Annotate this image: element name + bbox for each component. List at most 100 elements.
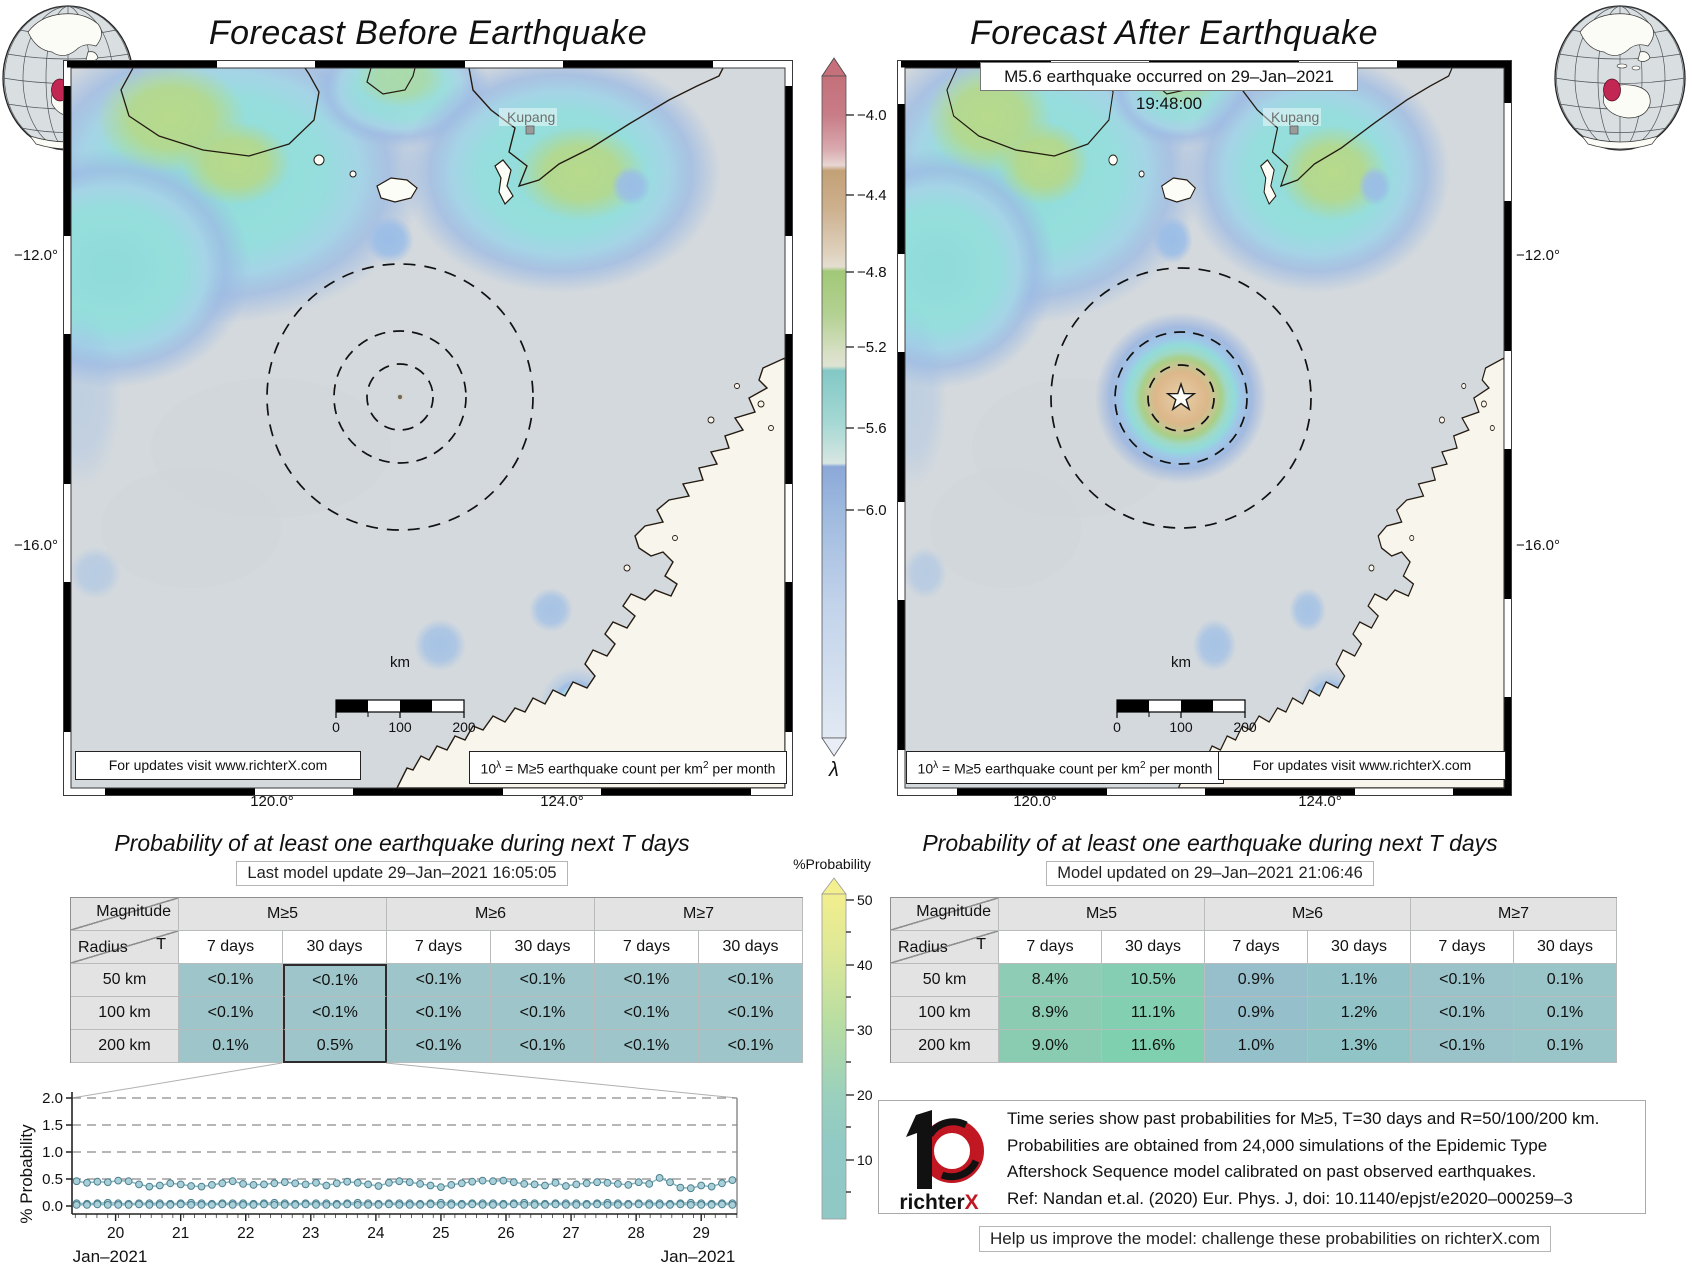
prob-cell: <0.1% [1411,997,1514,1030]
formula-mid: = M≥5 earthquake count per km [938,760,1140,777]
svg-text:21: 21 [172,1225,189,1242]
svg-text:0: 0 [1113,719,1121,735]
svg-text:200: 200 [1233,719,1257,735]
x-axis-month-left: Jan–2021 [73,1247,148,1266]
svg-text:30: 30 [857,1022,873,1038]
svg-text:Kupang: Kupang [507,109,555,125]
prob-colorbar: 50 40 30 20 10 [821,877,873,1220]
corner-radius-t: Radius T [891,931,999,964]
formula-note-right: 10λ = M≥5 earthquake count per km2 per m… [906,751,1224,784]
formula-base: 10 [480,760,497,777]
mag-group-header: M≥6 [1205,898,1411,931]
svg-text:100: 100 [388,719,412,735]
lat-label: −16.0° [1516,537,1560,554]
mag-group-header: M≥5 [179,898,387,931]
radius-row-label: 100 km [71,997,179,1030]
prob-cell: 8.9% [999,997,1102,1030]
prob-cell: 0.9% [1205,997,1308,1030]
svg-text:26: 26 [497,1225,514,1242]
timeseries-plot: % Probability Jan–2021 Jan–2021 0.0 0.5 1.… [17,1062,738,1266]
formula-lambda-sup: λ [933,760,939,771]
svg-text:25: 25 [432,1225,449,1242]
prob-cell: 10.5% [1102,964,1205,997]
lon-label: 124.0° [540,793,584,810]
svg-text:20: 20 [857,1087,873,1103]
richterx-wordmark: richterX [899,1191,979,1214]
prob-cell: 1.1% [1308,964,1411,997]
prob-cell-highlighted: 0.5% [283,1030,387,1063]
info-line: Time series show past probabilities for … [1007,1109,1600,1128]
radius-circles [1050,267,1312,529]
svg-text:50: 50 [857,892,873,908]
lat-label: −12.0° [14,247,58,264]
formula-sq-sup: 2 [702,760,709,771]
title-after: Forecast After Earthquake [969,14,1379,52]
globe-locator-icon [1554,5,1686,151]
prob-cell: 1.2% [1308,997,1411,1030]
prob-cell: 0.9% [1205,964,1308,997]
svg-text:−6.0: −6.0 [857,502,887,519]
model-update-note-right: Model updated on 29–Jan–2021 21:06:46 [1046,861,1374,886]
prob-table-before: Magnitude M≥5 M≥6 M≥7 Radius T 7 days 30 … [70,897,803,1063]
updates-note-right: For updates visit www.richterX.com [1218,751,1506,780]
prob-cell: 0.1% [1514,964,1617,997]
prob-cell: <0.1% [595,1030,699,1063]
prob-cell: <0.1% [179,964,283,997]
prob-cell: <0.1% [595,964,699,997]
prob-cell: 9.0% [999,1030,1102,1063]
period-header: 30 days [283,931,387,964]
prob-cell: <0.1% [699,997,803,1030]
svg-text:0.0: 0.0 [42,1198,63,1215]
y-axis-label: % Probability [17,1124,36,1224]
x-axis-month-right: Jan–2021 [661,1247,736,1266]
svg-text:km: km [390,654,410,671]
prob-cell-highlighted: <0.1% [283,964,387,997]
svg-text:40: 40 [857,957,873,973]
svg-text:−5.6: −5.6 [857,420,887,437]
updates-note-left: For updates visit www.richterX.com [75,751,361,780]
prob-cell: 11.1% [1102,997,1205,1030]
svg-text:−5.2: −5.2 [857,339,887,356]
model-update-note-left: Last model update 29–Jan–2021 16:05:05 [236,861,568,886]
kupang-label: Kupang [499,108,557,135]
svg-text:24: 24 [367,1225,385,1242]
prob-cell: <0.1% [491,997,595,1030]
prob-cell: <0.1% [699,964,803,997]
svg-text:1.5: 1.5 [42,1117,63,1134]
period-header: 30 days [1514,931,1617,964]
formula-sq-sup: 2 [1139,760,1146,771]
svg-text:−4.8: −4.8 [857,264,887,281]
period-header: 7 days [1205,931,1308,964]
help-note: Help us improve the model: challenge the… [979,1226,1551,1252]
mag-group-header: M≥7 [595,898,803,931]
info-line: Probabilities are obtained from 24,000 s… [1007,1135,1548,1155]
formula-tail: per month [708,760,776,777]
colorbar-up-arrow-icon [821,57,847,77]
zoom-leader-line [385,1062,738,1099]
svg-text:Kupang: Kupang [1271,109,1319,125]
svg-text:29: 29 [693,1225,710,1242]
prob-cell: 1.3% [1308,1030,1411,1063]
info-line: Aftershock Sequence model calibrated on … [1007,1162,1537,1181]
period-header: 7 days [387,931,491,964]
prob-cell: <0.1% [1411,1030,1514,1063]
prob-cell: <0.1% [491,964,595,997]
kupang-label: Kupang [1263,108,1321,135]
lon-label: 120.0° [250,793,294,810]
svg-text:23: 23 [302,1225,319,1242]
map-before-earthquake: Kupang km 0 100 200 [63,60,793,796]
town-marker-icon [1289,125,1299,135]
formula-tail: per month [1145,760,1213,777]
lon-label: 120.0° [1013,793,1057,810]
epicenter-star-icon [1165,381,1197,412]
svg-text:22: 22 [237,1225,254,1242]
svg-text:0: 0 [332,719,340,735]
prob-cell: 0.1% [179,1030,283,1063]
svg-text:27: 27 [562,1225,579,1242]
lambda-colorbar: −4.0 −4.4 −4.8 −5.2 −5.6 −6.0 λ [821,57,887,780]
svg-text:10: 10 [857,1152,873,1168]
prob-table-after: Magnitude M≥5 M≥6 M≥7 Radius T 7 days 30 … [890,897,1617,1063]
svg-text:−4.0: −4.0 [857,107,887,124]
radius-row-label: 50 km [71,964,179,997]
